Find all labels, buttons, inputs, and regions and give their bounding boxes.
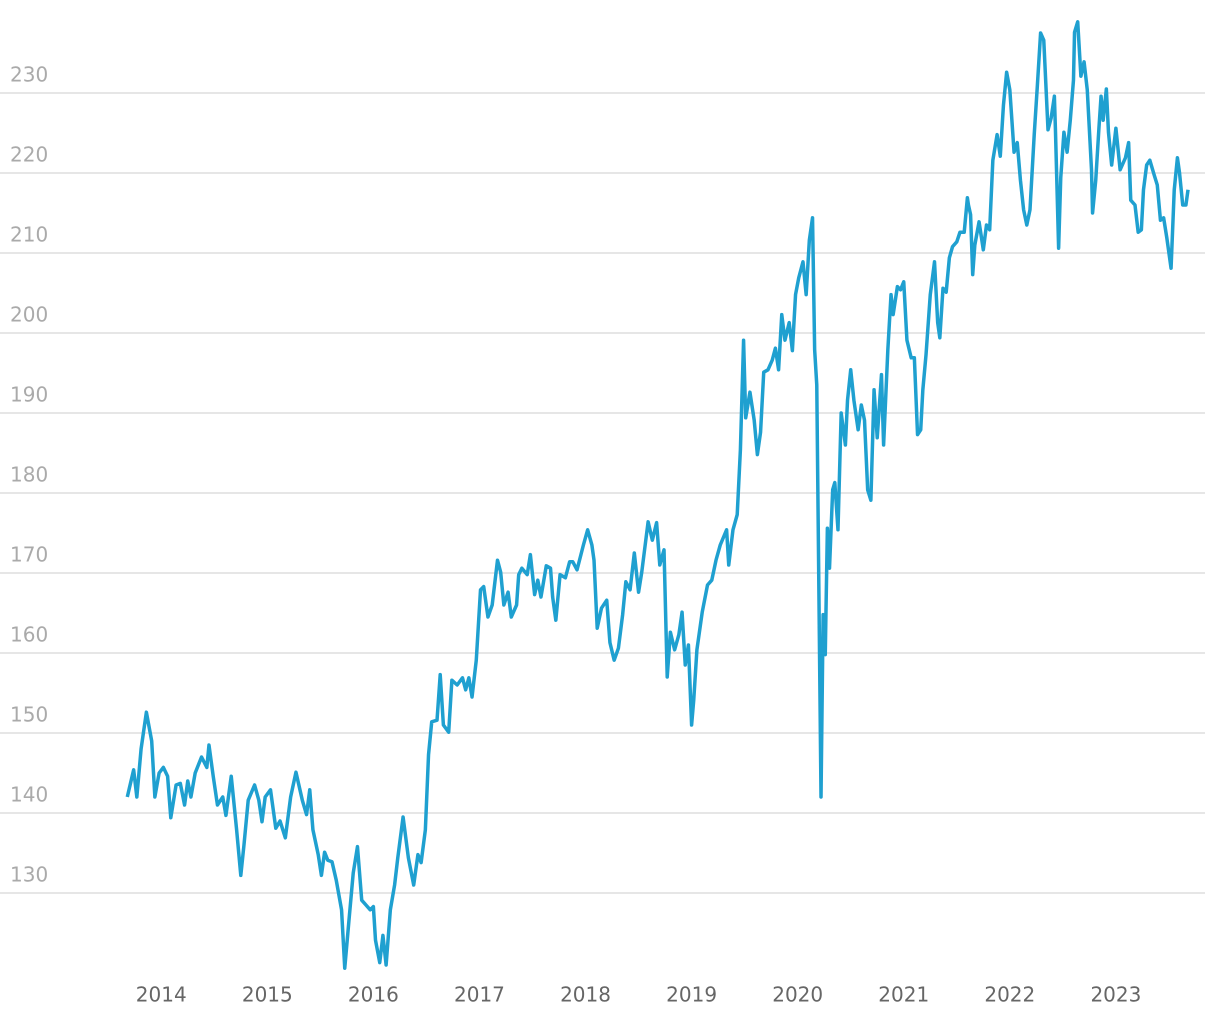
x-tick-label: 2018	[560, 983, 611, 1007]
x-tick-label: 2014	[136, 983, 187, 1007]
y-tick-label: 140	[10, 783, 48, 807]
y-tick-label: 160	[10, 623, 48, 647]
y-tick-label: 220	[10, 143, 48, 167]
x-tick-label: 2015	[242, 983, 293, 1007]
y-tick-label: 150	[10, 703, 48, 727]
y-tick-label: 180	[10, 463, 48, 487]
y-tick-label: 230	[10, 63, 48, 87]
x-tick-label: 2021	[878, 983, 929, 1007]
data-line	[125, 20, 1190, 970]
x-tick-label: 2017	[454, 983, 505, 1007]
y-tick-label: 170	[10, 543, 48, 567]
y-tick-label: 190	[10, 383, 48, 407]
x-tick-label: 2019	[666, 983, 717, 1007]
x-tick-label: 2020	[772, 983, 823, 1007]
x-tick-label: 2023	[1090, 983, 1141, 1007]
x-tick-label: 2022	[984, 983, 1035, 1007]
y-tick-label: 210	[10, 223, 48, 247]
x-tick-label: 2016	[348, 983, 399, 1007]
y-tick-label: 130	[10, 863, 48, 887]
y-tick-label: 200	[10, 303, 48, 327]
